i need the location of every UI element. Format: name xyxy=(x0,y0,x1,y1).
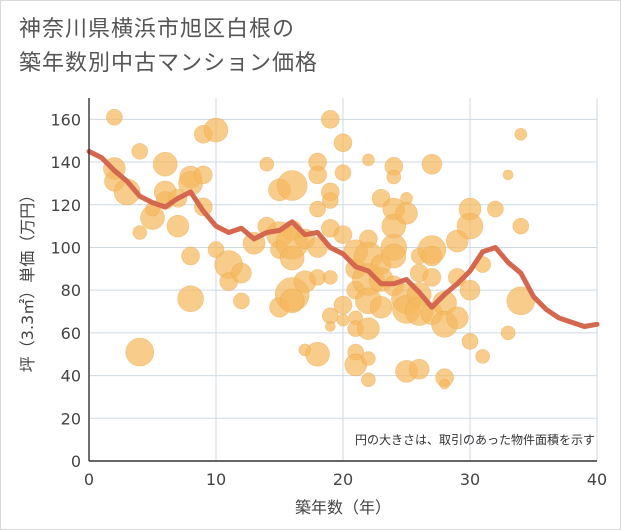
bubble-point-74 xyxy=(361,351,376,366)
bubble-point-19 xyxy=(194,165,213,185)
bubble-point-59 xyxy=(333,295,353,315)
bubble-point-34 xyxy=(276,170,308,201)
bubble-point-85 xyxy=(381,243,407,269)
bubble-point-51 xyxy=(321,192,339,209)
bubble-point-88 xyxy=(395,202,418,225)
bubble-point-26 xyxy=(233,292,250,310)
bubble-point-28 xyxy=(259,156,275,172)
bubble-point-111 xyxy=(459,279,481,301)
x-tick-label-40: 40 xyxy=(587,470,607,489)
bubble-point-60 xyxy=(336,313,350,327)
y-axis-title: 坪（3.3㎡）単価（万円） xyxy=(18,187,37,372)
bubble-point-115 xyxy=(487,200,504,218)
bubble-point-100 xyxy=(422,268,442,287)
bubble-point-75 xyxy=(361,372,376,388)
y-tick-label-60: 60 xyxy=(61,324,81,343)
bubble-point-68 xyxy=(362,153,375,167)
bubble-point-73 xyxy=(357,317,380,340)
chart-title-line-1: 神奈川県横浜市旭区白根の xyxy=(19,17,296,42)
bubble-point-37 xyxy=(279,245,305,271)
trend-line-path xyxy=(86,148,600,329)
bubble-point-56 xyxy=(333,133,353,153)
x-tick-label-30: 30 xyxy=(460,470,480,489)
bubble-point-118 xyxy=(514,128,528,141)
bubble-point-53 xyxy=(322,270,338,285)
bubble-point-48 xyxy=(305,341,330,367)
bubble-point-108 xyxy=(445,306,469,330)
bubble-point-12 xyxy=(166,214,190,238)
bubble-point-16 xyxy=(181,246,200,266)
y-tick-label-160: 160 xyxy=(50,110,81,129)
bubble-point-99 xyxy=(421,245,443,267)
bubble-point-8 xyxy=(125,337,155,367)
chart-title-line-2: 築年数別中古マンション価格 xyxy=(19,51,319,76)
axes xyxy=(88,98,597,462)
bubble-point-5 xyxy=(132,225,148,240)
bubble-point-114 xyxy=(475,349,491,364)
bubble-point-25 xyxy=(231,262,252,284)
x-tick-label-0: 0 xyxy=(84,470,94,489)
bubble-point-49 xyxy=(320,110,340,129)
bubble-point-21 xyxy=(203,117,229,143)
bubble-point-112 xyxy=(461,333,479,350)
x-tick-label-10: 10 xyxy=(206,470,226,489)
bubble-point-39 xyxy=(279,288,305,314)
x-tick-label-20: 20 xyxy=(333,470,353,489)
y-tick-label-140: 140 xyxy=(50,153,81,172)
chart-title: 神奈川県横浜市旭区白根の 築年数別中古マンション価格 xyxy=(19,13,318,81)
bubble-point-44 xyxy=(308,165,327,185)
bubble-point-81 xyxy=(386,169,402,185)
y-tick-label-80: 80 xyxy=(61,281,81,300)
bubble-point-96 xyxy=(408,358,430,380)
x-axis-title: 築年数（年） xyxy=(295,498,391,517)
bubble-point-97 xyxy=(421,153,443,175)
y-tick-label-120: 120 xyxy=(50,196,81,215)
bubble-point-116 xyxy=(502,169,514,181)
bubble-point-79 xyxy=(369,295,393,319)
bubble-point-9 xyxy=(152,151,178,177)
bubble-point-45 xyxy=(309,200,326,218)
bubble-point-55 xyxy=(324,321,336,332)
bubble-point-117 xyxy=(500,325,516,341)
bubble-point-17 xyxy=(177,285,204,313)
tick-labels: 0 20 40 60 80 100 120 140 160 0 10 20 30 40 xyxy=(50,110,607,489)
bubble-point-105 xyxy=(439,378,450,390)
bubble-point-57 xyxy=(334,164,352,182)
y-tick-label-100: 100 xyxy=(50,238,81,257)
bubble-point-4 xyxy=(131,143,149,160)
bubble-point-119 xyxy=(512,217,530,235)
bubble-size-note: 円の大きさは、取引のあった物件面積を示す xyxy=(355,432,595,447)
bubble-point-0 xyxy=(106,108,123,126)
trend-line xyxy=(86,148,600,329)
y-tick-label-0: 0 xyxy=(71,452,81,471)
bubble-point-110 xyxy=(456,212,484,240)
y-tick-label-20: 20 xyxy=(61,409,81,428)
y-tick-label-40: 40 xyxy=(61,367,81,386)
bubble-point-58 xyxy=(333,225,353,244)
grid xyxy=(88,98,598,462)
